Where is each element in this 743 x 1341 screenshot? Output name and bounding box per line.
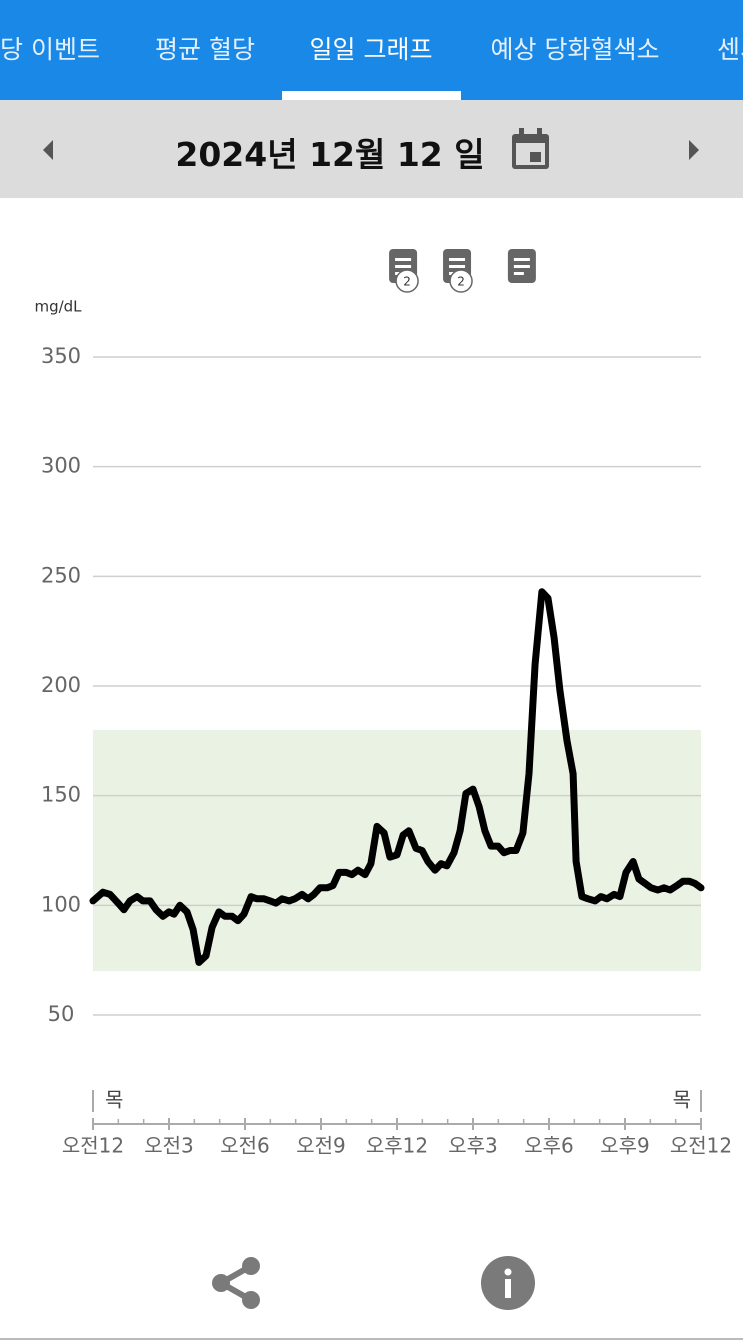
next-day[interactable] [689, 140, 699, 160]
y-tick-label: 200 [41, 673, 81, 697]
note-icon [389, 249, 418, 283]
x-tick-label: 오전3 [144, 1134, 194, 1158]
tab[interactable]: 예상 당화혈색소 [490, 35, 660, 64]
note-badge [449, 269, 473, 293]
x-tick-label: 오후9 [600, 1134, 650, 1158]
y-tick-label: 150 [41, 783, 81, 807]
tab[interactable]: 평균 혈당 [155, 35, 255, 64]
day-label: 목 [105, 1088, 123, 1112]
tab[interactable]: 일일 그래프 [309, 35, 433, 64]
date-title: 2024년 12월 12 일 [175, 135, 485, 174]
calendar-button[interactable] [512, 128, 549, 169]
x-tick-label: 오전6 [220, 1134, 270, 1158]
target-range [93, 729, 701, 972]
note-marker[interactable] [507, 249, 536, 283]
share-button[interactable] [212, 1257, 260, 1309]
glucose-line [89, 588, 705, 966]
tab-bar: 당 이벤트 평균 혈당 일일 그래프 예상 당화혈색소 센서 [0, 0, 743, 100]
note-icon-line [513, 258, 530, 261]
date-bar: 2024년 12월 12 일 [0, 100, 743, 198]
tab[interactable]: 당 이벤트 [0, 35, 100, 64]
x-tick-label: 오후6 [524, 1134, 574, 1158]
y-tick-label: 250 [41, 563, 81, 587]
day-label: 목 [673, 1088, 691, 1112]
y-tick-label: 50 [48, 1002, 75, 1026]
y-tick-label: 350 [41, 344, 81, 368]
note-icon-line [395, 265, 412, 268]
info-button[interactable] [481, 1256, 535, 1310]
date-controls [43, 128, 699, 169]
note-marker[interactable]: 2 [443, 249, 473, 293]
note-badge [395, 269, 419, 293]
x-tick-label: 오후12 [366, 1134, 428, 1158]
tab[interactable]: 센서 [716, 35, 743, 64]
note-icon-line [449, 265, 466, 268]
prev-day[interactable] [43, 140, 53, 160]
note-count: 2 [403, 275, 411, 289]
note-icon-line [449, 272, 460, 275]
y-tick-label: 300 [41, 454, 81, 478]
x-tick-label: 오전9 [296, 1134, 346, 1158]
x-tick-label: 오전12 [670, 1134, 732, 1158]
note-icon-line [513, 265, 530, 268]
note-marker[interactable]: 2 [389, 249, 419, 293]
note-count: 2 [457, 275, 465, 289]
note-icon-line [395, 272, 406, 275]
x-tick-label: 오전12 [62, 1134, 124, 1158]
y-tick-label: 100 [41, 892, 81, 916]
y-axis-label: mg/dL [34, 298, 82, 316]
note-icon [443, 249, 472, 283]
note-icon [507, 249, 536, 283]
note-icon-line [395, 258, 412, 261]
tab-indicator [282, 91, 461, 100]
x-tick-label: 오후3 [448, 1134, 498, 1158]
note-icon-line [513, 272, 524, 275]
note-icon-line [449, 258, 466, 261]
